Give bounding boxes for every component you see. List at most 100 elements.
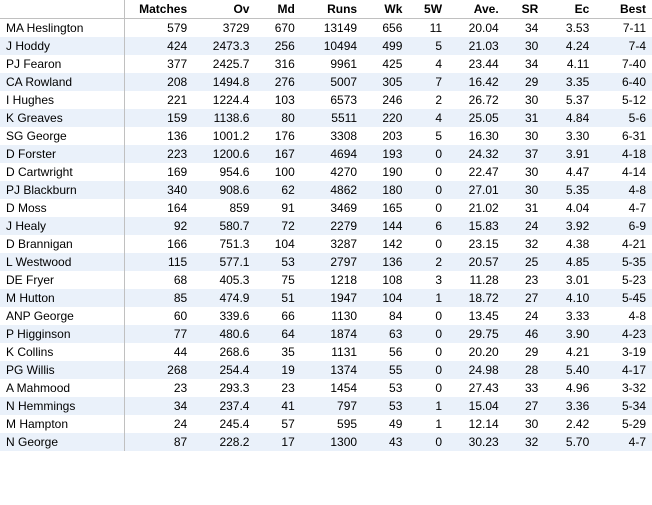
cell: 1 (408, 289, 448, 307)
cell: 3469 (301, 199, 363, 217)
cell: 425 (363, 55, 408, 73)
cell: 30 (505, 127, 545, 145)
cell: 104 (255, 235, 300, 253)
cell: 4.21 (544, 343, 595, 361)
cell: A Mahmood (0, 379, 125, 397)
cell: PJ Blackburn (0, 181, 125, 199)
cell: 203 (363, 127, 408, 145)
table-row: L Westwood115577.1532797136220.57254.855… (0, 253, 652, 271)
table-body: MA Heslington5793729670131496561120.0434… (0, 19, 652, 452)
cell: 221 (125, 91, 194, 109)
cell: 5-45 (595, 289, 652, 307)
cell: 80 (255, 109, 300, 127)
table-row: K Collins44268.635113156020.20294.213-19 (0, 343, 652, 361)
cell: 499 (363, 37, 408, 55)
cell: 16.42 (448, 73, 505, 91)
cell: 3.90 (544, 325, 595, 343)
table-row: P Higginson77480.664187463029.75463.904-… (0, 325, 652, 343)
cell: J Hoddy (0, 37, 125, 55)
cell: 53 (363, 397, 408, 415)
cell: 3.53 (544, 19, 595, 38)
cell: 6-31 (595, 127, 652, 145)
cell: 56 (363, 343, 408, 361)
cell: 24 (505, 307, 545, 325)
cell: 64 (255, 325, 300, 343)
cell: 136 (363, 253, 408, 271)
cell: 7-40 (595, 55, 652, 73)
col-best: Best (595, 0, 652, 19)
cell: 5007 (301, 73, 363, 91)
cell: 4862 (301, 181, 363, 199)
cell: 6573 (301, 91, 363, 109)
cell: 15.83 (448, 217, 505, 235)
cell: 23 (505, 271, 545, 289)
cell: 53 (363, 379, 408, 397)
cell: 23 (125, 379, 194, 397)
cell: 108 (363, 271, 408, 289)
cell: 228.2 (193, 433, 255, 451)
cell: 23.15 (448, 235, 505, 253)
cell: 167 (255, 145, 300, 163)
cell: 1947 (301, 289, 363, 307)
cell: 84 (363, 307, 408, 325)
col-md: Md (255, 0, 300, 19)
cell: 254.4 (193, 361, 255, 379)
cell: 17 (255, 433, 300, 451)
cell: CA Rowland (0, 73, 125, 91)
cell: 246 (363, 91, 408, 109)
cell: 2797 (301, 253, 363, 271)
cell: 0 (408, 181, 448, 199)
cell: 44 (125, 343, 194, 361)
cell: 4694 (301, 145, 363, 163)
cell: 4.11 (544, 55, 595, 73)
cell: 16.30 (448, 127, 505, 145)
cell: 208 (125, 73, 194, 91)
table-row: N George87228.217130043030.23325.704-7 (0, 433, 652, 451)
cell: 5-23 (595, 271, 652, 289)
cell: 11 (408, 19, 448, 38)
cell: 4-8 (595, 307, 652, 325)
cell: 180 (363, 181, 408, 199)
cell: 405.3 (193, 271, 255, 289)
col-wk: Wk (363, 0, 408, 19)
cell: 4-17 (595, 361, 652, 379)
cell: 66 (255, 307, 300, 325)
cell: 35 (255, 343, 300, 361)
cell: 4.04 (544, 199, 595, 217)
cell: 577.1 (193, 253, 255, 271)
cell: 4.85 (544, 253, 595, 271)
cell: 4.96 (544, 379, 595, 397)
cell: N Hemmings (0, 397, 125, 415)
cell: 3729 (193, 19, 255, 38)
cell: 27 (505, 289, 545, 307)
cell: 32 (505, 433, 545, 451)
cell: 22.47 (448, 163, 505, 181)
cell: 1131 (301, 343, 363, 361)
table-row: M Hutton85474.9511947104118.72274.105-45 (0, 289, 652, 307)
cell: 0 (408, 379, 448, 397)
cell: 1224.4 (193, 91, 255, 109)
cell: I Hughes (0, 91, 125, 109)
table-row: PJ Blackburn340908.6624862180027.01305.3… (0, 181, 652, 199)
cell: 5511 (301, 109, 363, 127)
cell: 62 (255, 181, 300, 199)
cell: 31 (505, 199, 545, 217)
cell: 142 (363, 235, 408, 253)
col-matches: Matches (125, 0, 194, 19)
cell: 4-23 (595, 325, 652, 343)
cell: 256 (255, 37, 300, 55)
cell: 1374 (301, 361, 363, 379)
bowling-stats-table: Matches Ov Md Runs Wk 5W Ave. SR Ec Best… (0, 0, 652, 451)
cell: 2473.3 (193, 37, 255, 55)
cell: 3.01 (544, 271, 595, 289)
table-row: M Hampton24245.45759549112.14302.425-29 (0, 415, 652, 433)
cell: 2425.7 (193, 55, 255, 73)
cell: 424 (125, 37, 194, 55)
cell: K Collins (0, 343, 125, 361)
cell: 5-6 (595, 109, 652, 127)
cell: 2 (408, 253, 448, 271)
cell: 28 (505, 361, 545, 379)
cell: 20.04 (448, 19, 505, 38)
cell: 164 (125, 199, 194, 217)
cell: 34 (125, 397, 194, 415)
